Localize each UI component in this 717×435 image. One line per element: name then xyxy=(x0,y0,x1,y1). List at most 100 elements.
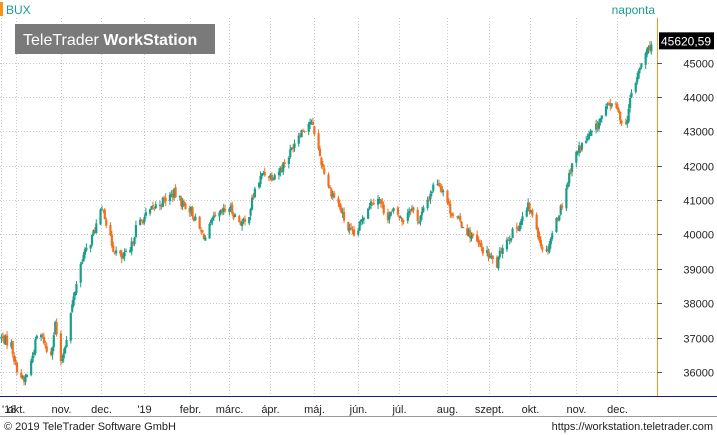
candle-body-up xyxy=(590,131,593,133)
candle-body-down xyxy=(561,205,564,208)
footer-url-link[interactable]: https://workstation.teletrader.com xyxy=(552,421,713,433)
candle-body-up xyxy=(54,321,57,334)
candle-body-up xyxy=(555,218,558,233)
candle-body-up xyxy=(457,216,460,218)
candle-body-up xyxy=(297,135,300,144)
candle-body-up xyxy=(647,46,650,50)
candle-body-up xyxy=(307,123,310,132)
x-tick-label: máj. xyxy=(304,404,325,416)
candle-body-down xyxy=(449,203,452,214)
candle-body-down xyxy=(491,255,494,260)
candle-body-down xyxy=(59,333,62,362)
candle-body-down xyxy=(1,336,4,338)
candle-body-up xyxy=(610,103,613,107)
candle-body-down xyxy=(468,230,472,238)
symbol-label[interactable]: BUX xyxy=(6,3,31,17)
candle-body-up xyxy=(429,193,432,200)
candle-body-down xyxy=(22,376,26,382)
candle-body-up xyxy=(260,173,264,177)
candle-body-up xyxy=(505,239,509,250)
candle-body-up xyxy=(287,157,290,165)
candle-body-down xyxy=(239,221,242,226)
candle-body-down xyxy=(507,239,510,241)
candle-body-down xyxy=(495,257,499,268)
candle-body-up xyxy=(139,219,142,225)
candle-body-up xyxy=(81,262,84,264)
candle-body-up xyxy=(640,63,643,68)
candle-body-down xyxy=(607,103,610,105)
candle-body-down xyxy=(546,248,550,252)
candle-body-down xyxy=(267,176,271,178)
candle-body-up xyxy=(248,216,251,224)
candle-body-up xyxy=(368,206,371,209)
candle-body-up xyxy=(282,162,285,172)
candle-body-down xyxy=(243,218,247,222)
candle-body-down xyxy=(180,197,183,206)
candle-body-up xyxy=(233,214,237,217)
candle-body-down xyxy=(569,172,572,174)
candle-body-up xyxy=(21,376,24,378)
candle-body-up xyxy=(559,205,562,215)
candle-body-up xyxy=(529,210,533,213)
candle-body-down xyxy=(480,242,483,248)
candle-body-up xyxy=(378,198,381,201)
x-tick-label: szept. xyxy=(475,404,504,416)
candle-body-up xyxy=(272,179,275,181)
candle-body-up xyxy=(389,212,392,216)
candle-body-down xyxy=(396,207,399,215)
candle-body-down xyxy=(342,211,346,221)
candle-body-up xyxy=(408,211,411,214)
candle-body-down xyxy=(110,234,113,246)
candle-body-down xyxy=(292,147,295,150)
candle-body-down xyxy=(327,174,330,187)
candle-body-down xyxy=(184,203,187,209)
candle-body-down xyxy=(391,210,394,212)
candle-body-up xyxy=(0,336,3,339)
candle-body-down xyxy=(318,148,322,157)
candle-body-down xyxy=(299,134,302,137)
x-tick-label: '19 xyxy=(137,404,151,416)
candle-body-up xyxy=(576,151,579,153)
x-tick-label: '18 xyxy=(2,404,16,416)
candle-body-up xyxy=(369,201,373,206)
candle-body-up xyxy=(361,219,364,222)
candle-body-up xyxy=(144,212,147,216)
copyright-text: © 2019 TeleTrader Software GmbH xyxy=(4,421,176,433)
candle-body-down xyxy=(466,228,469,235)
candle-body-up xyxy=(190,207,193,212)
candle-body-up xyxy=(124,251,128,253)
candle-body-up xyxy=(89,244,92,249)
candle-body-up xyxy=(71,304,74,312)
candle-body-up xyxy=(501,248,504,254)
candle-body-up xyxy=(521,216,524,222)
candle-body-up xyxy=(250,197,254,210)
candle-body-up xyxy=(253,188,256,198)
last-price-bg xyxy=(659,32,714,50)
candle-body-down xyxy=(330,188,333,197)
period-label[interactable]: naponta xyxy=(612,3,656,17)
candle-body-down xyxy=(416,209,419,222)
candle-body-down xyxy=(214,214,217,216)
candle-body-down xyxy=(201,230,204,233)
candle-body-up xyxy=(161,197,164,207)
candle-body-down xyxy=(252,196,255,198)
candle-body-down xyxy=(402,220,405,222)
candle-body-down xyxy=(109,224,112,236)
candle-body-up xyxy=(630,92,633,98)
candle-body-down xyxy=(320,157,323,166)
candle-body-down xyxy=(446,190,449,203)
candle-body-down xyxy=(624,122,627,124)
candle-body-up xyxy=(204,237,207,241)
candle-body-up xyxy=(208,223,211,239)
candle-body-up xyxy=(510,238,513,241)
candle-body-down xyxy=(280,168,283,171)
candle-body-down xyxy=(340,207,343,213)
candle-body-up xyxy=(566,183,569,188)
candle-body-down xyxy=(41,335,44,337)
candle-body-up xyxy=(650,44,653,52)
candle-body-down xyxy=(140,219,143,221)
candle-body-up xyxy=(39,334,43,338)
candle-body-down xyxy=(105,219,108,226)
candle-body-down xyxy=(596,124,599,129)
